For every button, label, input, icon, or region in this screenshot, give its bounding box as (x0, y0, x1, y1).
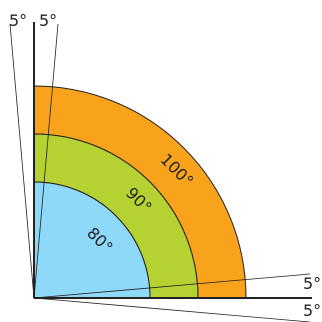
tolerance-label-right-lower: 5° (303, 301, 321, 320)
tolerance-line-top-right (33, 23, 59, 299)
tolerance-line-right-lower (33, 297, 311, 322)
tolerance-label-top-right: 5° (39, 11, 57, 30)
tolerance-label-right-upper: 5° (303, 274, 321, 293)
inner-sector (33, 181, 151, 299)
tolerance-line-right-upper (33, 273, 311, 299)
tolerance-label-top-left: 5° (9, 11, 27, 30)
tolerance-line-top-left (9, 23, 35, 299)
